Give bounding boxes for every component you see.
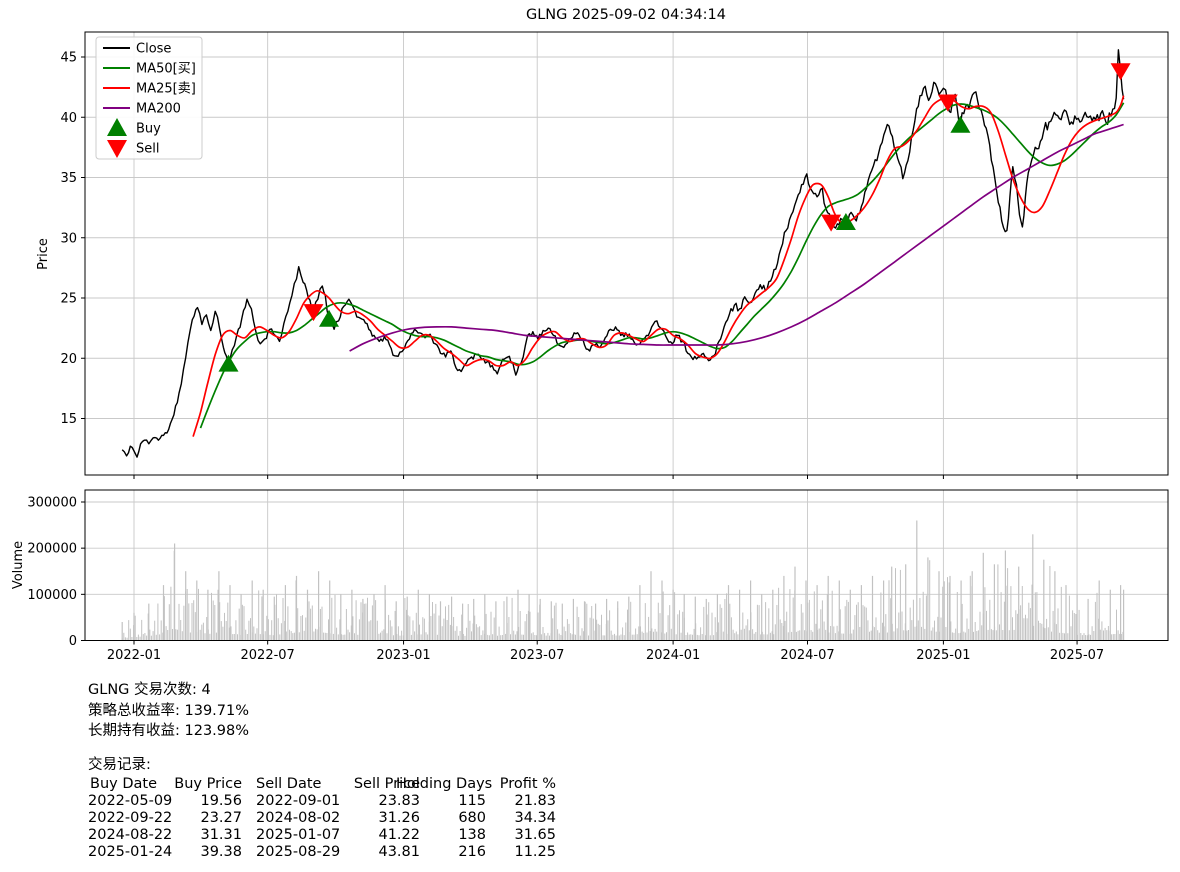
trade-row-cell: 138 — [458, 827, 486, 843]
trade-table-header: Buy Date Buy Price Sell Date Sell Price Hold… — [0, 776, 700, 793]
stock-chart: GLNG 2025-09-02 04:34:14 Price Volume 15… — [11, 7, 1169, 663]
price-tick-label: 15 — [60, 412, 77, 427]
series-ma50-line — [199, 102, 1125, 429]
trade-row-cell: 19.56 — [200, 793, 242, 809]
trade-row-cell: 43.81 — [378, 844, 420, 860]
legend: Close MA50[买] MA25[卖] MA200 Buy Sell — [95, 36, 203, 160]
price-plot-border — [84, 31, 1169, 476]
series-ma200-line — [349, 123, 1124, 352]
trade-row-cell: 31.26 — [378, 810, 420, 826]
trade-row-cell: 680 — [458, 810, 486, 826]
summary-trade-count: GLNG 交易次数: 4 — [88, 682, 211, 698]
trade-row-cell: 2024-08-22 — [88, 827, 173, 843]
x-tick-label: 2024-01 — [646, 648, 700, 663]
summary-buyhold-return: 长期持有收益: 123.98% — [88, 723, 250, 739]
trade-row-cell: 2024-08-02 — [256, 810, 341, 826]
price-tick-label: 35 — [60, 171, 77, 186]
legend-label: MA200 — [136, 102, 181, 117]
price-tick-label: 20 — [60, 352, 77, 367]
volume-tick-label: 200000 — [27, 542, 77, 557]
price-lines — [121, 49, 1125, 458]
trade-records-title: 交易记录: — [88, 757, 151, 773]
legend-sell-triangle-icon — [107, 140, 127, 158]
sell-marker — [303, 304, 324, 322]
price-plot: 15 20 25 30 35 40 45 — [60, 31, 1169, 479]
volume-tick-label: 0 — [69, 634, 77, 649]
trade-row-cell: 31.31 — [200, 827, 242, 843]
trade-row-cell: 115 — [458, 793, 486, 809]
legend-label: Buy — [136, 122, 161, 137]
volume-plot: 2022-01 2022-07 2023-01 2023-07 2024-01 2024-… — [27, 489, 1169, 663]
sell-marker — [821, 214, 842, 232]
x-tick-label: 2023-01 — [376, 648, 430, 663]
trade-row-cell: 2022-09-01 — [256, 793, 341, 809]
trade-row: 2022-05-09 19.56 2022-09-01 23.83 115 21.83 — [0, 793, 700, 810]
volume-plot-border — [84, 489, 1169, 641]
trade-records-table: Buy Date Buy Price Sell Date Sell Price Hold… — [0, 776, 1180, 872]
chart-title: GLNG 2025-09-02 04:34:14 — [526, 7, 726, 23]
trade-row-cell: 23.27 — [200, 810, 242, 826]
trade-table-header-cell: Buy Price — [174, 776, 242, 792]
trade-table-header-cell: Sell Date — [256, 776, 322, 792]
trade-row-cell: 31.65 — [514, 827, 556, 843]
trade-row-cell: 23.83 — [378, 793, 420, 809]
legend-label: Sell — [136, 142, 159, 157]
trade-row-cell: 2025-01-07 — [256, 827, 341, 843]
x-tick-label: 2024-07 — [780, 648, 834, 663]
trade-row-cell: 2022-05-09 — [88, 793, 173, 809]
legend-buy-triangle-icon — [107, 118, 127, 136]
legend-label: MA50[买] — [136, 62, 196, 77]
legend-label: MA25[卖] — [136, 82, 196, 97]
trade-row-cell: 21.83 — [514, 793, 556, 809]
sell-marker — [937, 94, 958, 112]
trade-table-header-cell: Buy Date — [90, 776, 157, 792]
summary-block: GLNG 交易次数: 4 策略总收益率: 139.71% 长期持有收益: 123… — [88, 680, 249, 742]
x-tick-label: 2025-01 — [916, 648, 970, 663]
price-tick-label: 30 — [60, 231, 77, 246]
price-grid — [85, 32, 1168, 475]
buy-marker — [319, 309, 339, 327]
volume-axis-label: Volume — [11, 541, 26, 589]
x-tick-label: 2022-07 — [241, 648, 295, 663]
price-tick-label: 25 — [60, 292, 77, 307]
buy-marker — [835, 213, 856, 230]
trade-row-cell: 41.22 — [378, 827, 420, 843]
trade-table-header-cell: Profit % — [499, 776, 556, 792]
trade-row-cell: 2022-09-22 — [88, 810, 173, 826]
trade-row-cell: 39.38 — [200, 844, 242, 860]
x-tick-label: 2022-01 — [107, 648, 161, 663]
trade-row: 2022-09-22 23.27 2024-08-02 31.26 680 34.34 — [0, 810, 700, 827]
buy-marker — [218, 354, 239, 372]
trade-row-cell: 11.25 — [514, 844, 556, 860]
trade-table-header-cell: Sell Price — [353, 776, 420, 792]
volume-tick-label: 100000 — [27, 588, 77, 603]
price-tick-label: 45 — [60, 51, 77, 66]
trade-row: 2025-01-24 39.38 2025-08-29 43.81 216 11.25 — [0, 844, 700, 861]
trade-row: 2024-08-22 31.31 2025-01-07 41.22 138 31.65 — [0, 827, 700, 844]
sell-marker — [1110, 63, 1131, 81]
summary-strategy-return: 策略总收益率: 139.71% — [88, 702, 250, 719]
trade-row-cell: 216 — [458, 844, 486, 860]
trade-table-header-cell: Holding Days — [396, 776, 493, 792]
trade-row-cell: 2025-08-29 — [256, 844, 341, 860]
price-axis-label: Price — [36, 238, 51, 270]
series-close-line — [121, 49, 1125, 458]
trade-markers — [218, 63, 1131, 372]
legend-label: Close — [136, 42, 171, 57]
trade-row-cell: 2025-01-24 — [88, 844, 173, 860]
series-ma25-line — [192, 95, 1125, 437]
buy-marker — [950, 115, 971, 133]
volume-bars — [121, 520, 1125, 641]
x-tick-label: 2023-07 — [510, 648, 564, 663]
trade-row-cell: 34.34 — [514, 810, 556, 826]
volume-tick-label: 300000 — [27, 495, 77, 510]
x-tick-label: 2025-07 — [1050, 648, 1104, 663]
price-tick-label: 40 — [60, 111, 77, 126]
